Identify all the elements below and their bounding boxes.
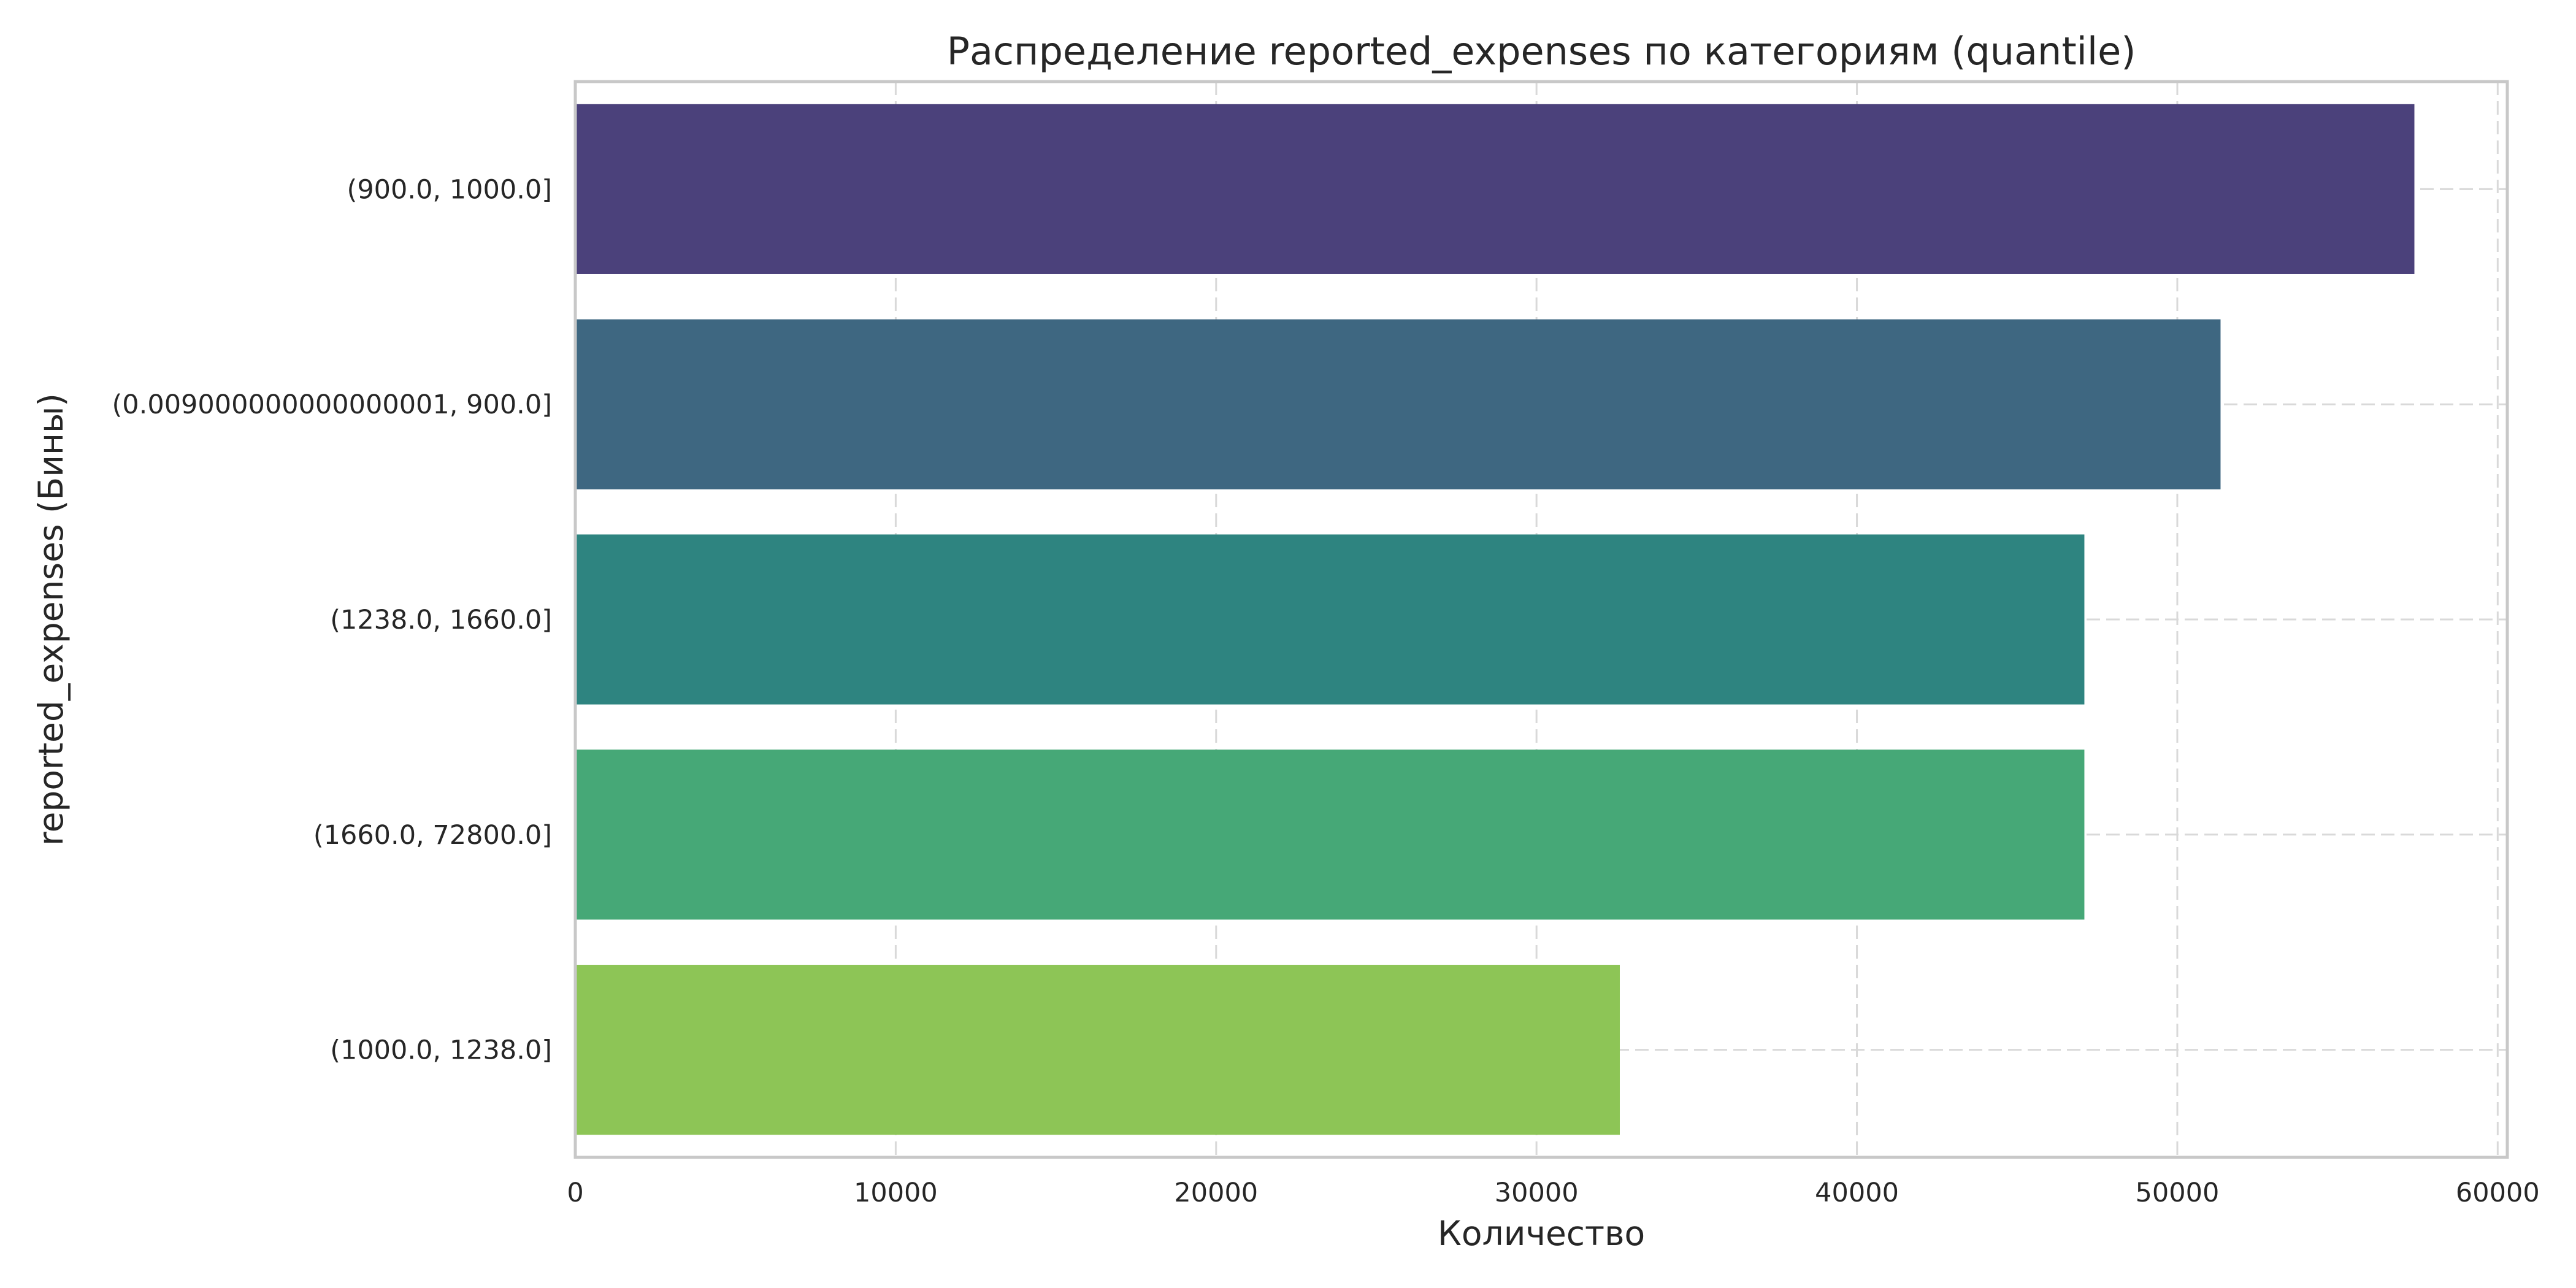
x-tick-label: 40000	[1815, 1178, 1899, 1208]
x-tick-label: 20000	[1174, 1178, 1258, 1208]
bar	[575, 319, 2221, 489]
chart-title: Распределение reported_expenses по катег…	[947, 29, 2136, 74]
bar	[575, 749, 2085, 920]
y-tick-label: (1238.0, 1660.0]	[330, 605, 552, 635]
x-tick-label: 0	[567, 1178, 583, 1208]
y-tick-labels: (900.0, 1000.0] (0.009000000000000001, 90…	[112, 174, 552, 1065]
x-tick-label: 10000	[854, 1178, 938, 1208]
bars	[575, 104, 2415, 1135]
plot-frame	[573, 80, 2509, 1159]
x-tick-labels: 0 10000 20000 30000 40000 50000 60000	[567, 1178, 2539, 1208]
bar	[575, 104, 2415, 274]
y-tick-label: (1660.0, 72800.0]	[313, 820, 552, 851]
x-tick-label: 60000	[2456, 1178, 2540, 1208]
y-tick-label: (1000.0, 1238.0]	[330, 1035, 552, 1066]
x-tick-label: 50000	[2136, 1178, 2220, 1208]
x-tick-label: 30000	[1495, 1178, 1579, 1208]
x-axis-label: Количество	[1438, 1214, 1645, 1253]
y-tick-label: (0.009000000000000001, 900.0]	[112, 389, 552, 420]
bar	[575, 534, 2085, 705]
bar	[575, 965, 1620, 1135]
y-axis-label: reported_expenses (Бины)	[31, 393, 71, 846]
y-tick-label: (900.0, 1000.0]	[347, 174, 552, 205]
